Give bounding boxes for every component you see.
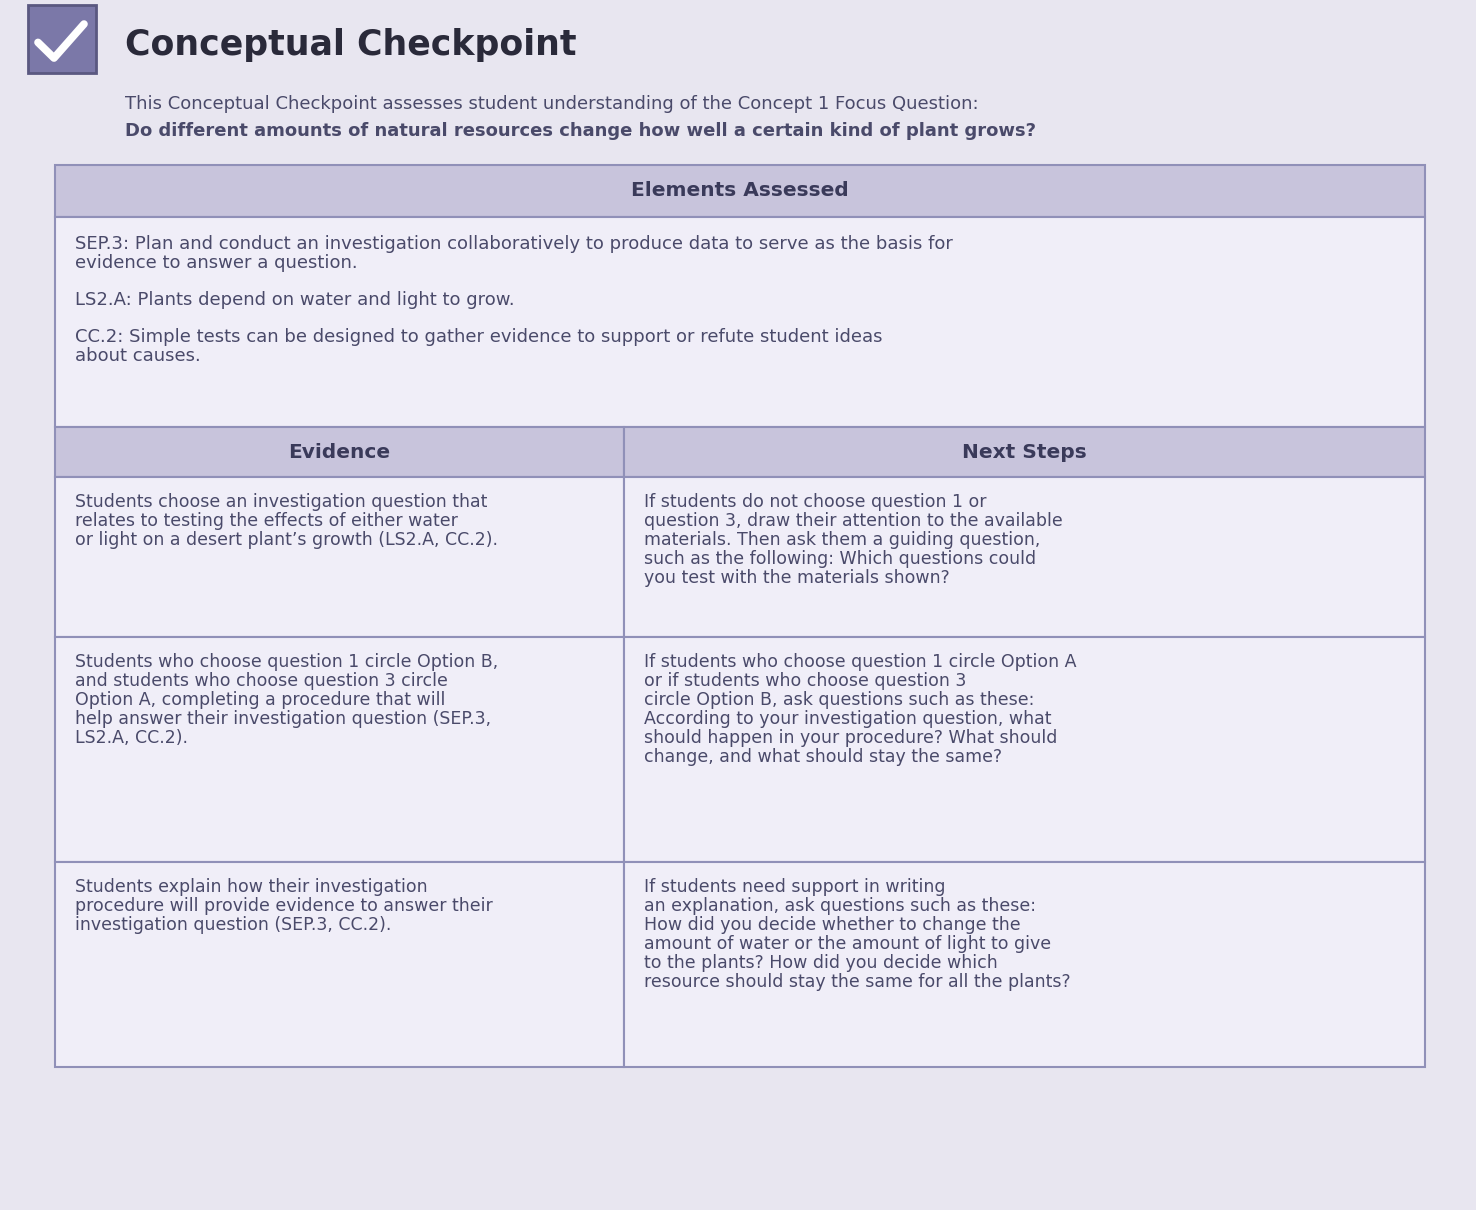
Text: SEP.3: Plan and conduct an investigation collaboratively to produce data to serv: SEP.3: Plan and conduct an investigation… — [75, 235, 953, 253]
Text: CC.2: Simple tests can be designed to gather evidence to support or refute stude: CC.2: Simple tests can be designed to ga… — [75, 328, 883, 346]
Text: LS2.A, CC.2).: LS2.A, CC.2). — [75, 728, 187, 747]
Text: procedure will provide evidence to answer their: procedure will provide evidence to answe… — [75, 897, 493, 915]
Text: Do different amounts of natural resources change how well a certain kind of plan: Do different amounts of natural resource… — [125, 122, 1036, 140]
Text: or light on a desert plant’s growth (LS2.A, CC.2).: or light on a desert plant’s growth (LS2… — [75, 531, 497, 549]
Text: Evidence: Evidence — [288, 443, 390, 461]
Text: According to your investigation question, what: According to your investigation question… — [644, 710, 1051, 728]
Text: Elements Assessed: Elements Assessed — [632, 182, 849, 201]
Text: an explanation, ask questions such as these:: an explanation, ask questions such as th… — [644, 897, 1036, 915]
Text: question 3, draw their attention to the available: question 3, draw their attention to the … — [644, 512, 1063, 530]
Text: relates to testing the effects of either water: relates to testing the effects of either… — [75, 512, 458, 530]
Text: or if students who choose question 3: or if students who choose question 3 — [644, 672, 965, 690]
Text: materials. Then ask them a guiding question,: materials. Then ask them a guiding quest… — [644, 531, 1041, 549]
Text: help answer their investigation question (SEP.3,: help answer their investigation question… — [75, 710, 492, 728]
Bar — [623, 477, 1424, 636]
Text: to the plants? How did you decide which: to the plants? How did you decide which — [644, 953, 998, 972]
Text: If students who choose question 1 circle Option A: If students who choose question 1 circle… — [644, 653, 1076, 672]
Text: How did you decide whether to change the: How did you decide whether to change the — [644, 916, 1020, 934]
FancyBboxPatch shape — [28, 5, 96, 73]
Text: Students explain how their investigation: Students explain how their investigation — [75, 878, 428, 895]
Text: about causes.: about causes. — [75, 347, 201, 365]
Text: If students need support in writing: If students need support in writing — [644, 878, 945, 895]
Bar — [55, 217, 1424, 427]
Text: If students do not choose question 1 or: If students do not choose question 1 or — [644, 492, 986, 511]
Text: Conceptual Checkpoint: Conceptual Checkpoint — [125, 28, 577, 62]
Text: should happen in your procedure? What should: should happen in your procedure? What sh… — [644, 728, 1057, 747]
Text: change, and what should stay the same?: change, and what should stay the same? — [644, 748, 1002, 766]
Bar — [55, 427, 623, 477]
Text: Students choose an investigation question that: Students choose an investigation questio… — [75, 492, 487, 511]
Bar — [623, 862, 1424, 1067]
Bar — [55, 165, 1424, 217]
Text: such as the following: Which questions could: such as the following: Which questions c… — [644, 551, 1036, 567]
Text: amount of water or the amount of light to give: amount of water or the amount of light t… — [644, 935, 1051, 953]
Text: LS2.A: Plants depend on water and light to grow.: LS2.A: Plants depend on water and light … — [75, 290, 515, 309]
Bar — [623, 427, 1424, 477]
Bar — [623, 636, 1424, 862]
Text: Option A, completing a procedure that will: Option A, completing a procedure that wi… — [75, 691, 446, 709]
Bar — [55, 636, 623, 862]
Bar — [55, 862, 623, 1067]
Text: evidence to answer a question.: evidence to answer a question. — [75, 254, 357, 272]
Text: Students who choose question 1 circle Option B,: Students who choose question 1 circle Op… — [75, 653, 499, 672]
Text: resource should stay the same for all the plants?: resource should stay the same for all th… — [644, 973, 1070, 991]
Text: investigation question (SEP.3, CC.2).: investigation question (SEP.3, CC.2). — [75, 916, 391, 934]
Text: circle Option B, ask questions such as these:: circle Option B, ask questions such as t… — [644, 691, 1033, 709]
Text: This Conceptual Checkpoint assesses student understanding of the Concept 1 Focus: This Conceptual Checkpoint assesses stud… — [125, 96, 979, 113]
Bar — [55, 477, 623, 636]
Text: you test with the materials shown?: you test with the materials shown? — [644, 569, 949, 587]
Text: and students who choose question 3 circle: and students who choose question 3 circl… — [75, 672, 447, 690]
Text: Next Steps: Next Steps — [962, 443, 1086, 461]
